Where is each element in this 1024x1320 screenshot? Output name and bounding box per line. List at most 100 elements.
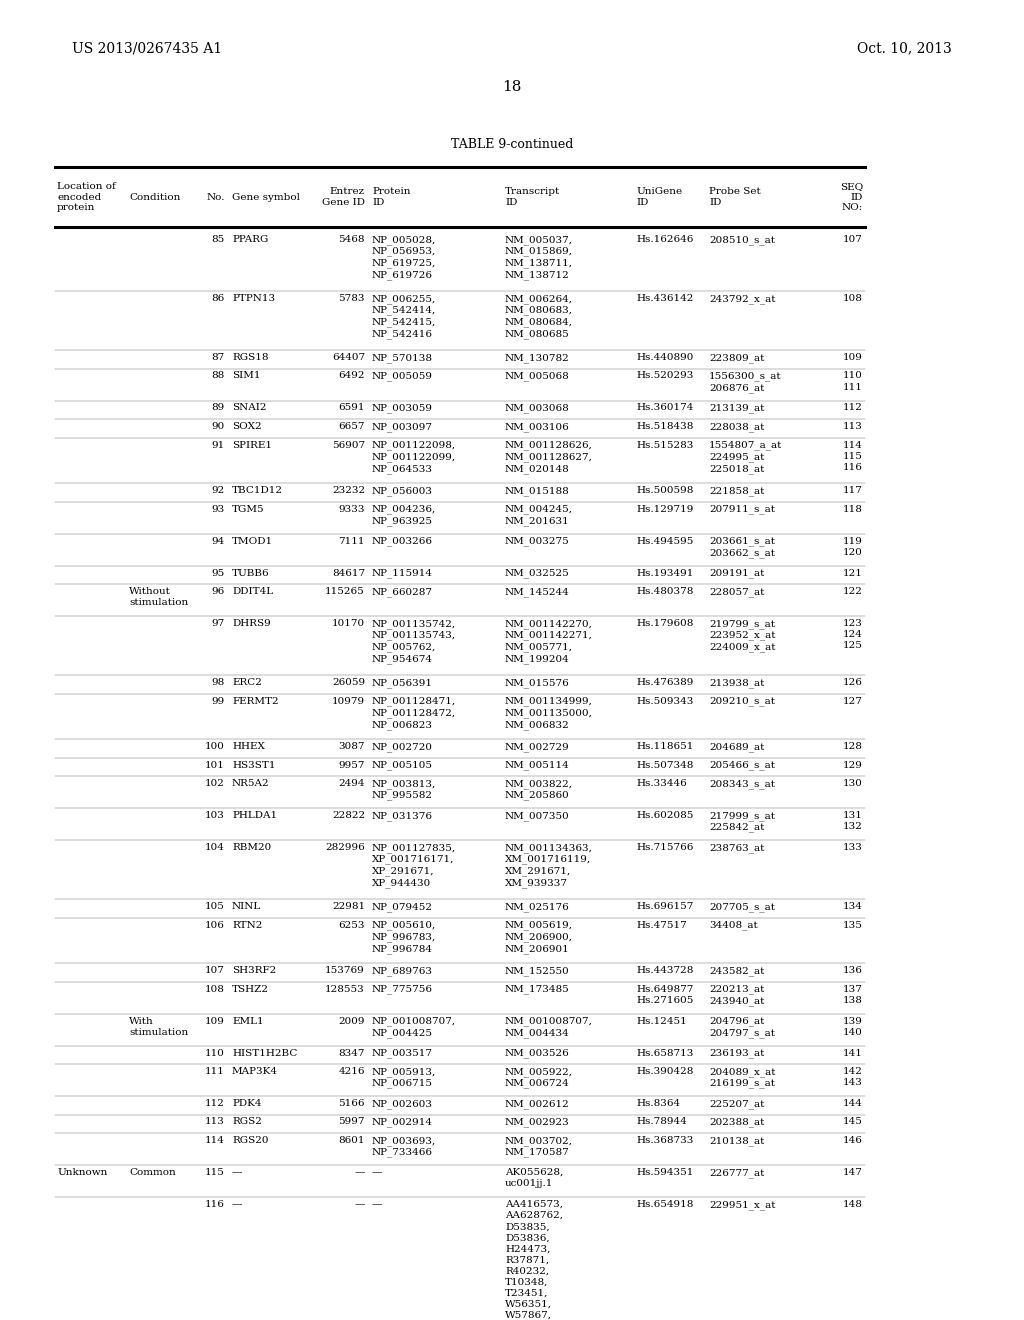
Text: Without
stimulation: Without stimulation xyxy=(129,587,188,607)
Text: 84617: 84617 xyxy=(332,569,365,578)
Text: NM_003702,
NM_170587: NM_003702, NM_170587 xyxy=(505,1137,573,1158)
Text: 5783: 5783 xyxy=(339,294,365,304)
Text: Location of
encoded
protein: Location of encoded protein xyxy=(57,182,116,213)
Text: 223809_at: 223809_at xyxy=(709,352,764,363)
Text: NP_056391: NP_056391 xyxy=(372,678,433,688)
Text: NM_001008707,
NM_004434: NM_001008707, NM_004434 xyxy=(505,1016,593,1038)
Text: Hs.440890: Hs.440890 xyxy=(636,352,693,362)
Text: 113: 113 xyxy=(205,1118,225,1126)
Text: NP_031376: NP_031376 xyxy=(372,810,433,821)
Text: 121: 121 xyxy=(843,569,863,578)
Text: NP_056003: NP_056003 xyxy=(372,486,433,496)
Text: 89: 89 xyxy=(212,404,225,412)
Text: 97: 97 xyxy=(212,619,225,628)
Text: NM_003822,
NM_205860: NM_003822, NM_205860 xyxy=(505,779,573,800)
Text: HIST1H2BC: HIST1H2BC xyxy=(232,1048,297,1057)
Text: NP_079452: NP_079452 xyxy=(372,902,433,912)
Text: 112: 112 xyxy=(843,404,863,412)
Text: 133: 133 xyxy=(843,843,863,851)
Text: Transcript
ID: Transcript ID xyxy=(505,187,560,207)
Text: 144: 144 xyxy=(843,1100,863,1107)
Text: TABLE 9-continued: TABLE 9-continued xyxy=(451,139,573,152)
Text: NP_001135742,
NP_001135743,
NP_005762,
NP_954674: NP_001135742, NP_001135743, NP_005762, N… xyxy=(372,619,456,664)
Text: 10170: 10170 xyxy=(332,619,365,628)
Text: 207705_s_at: 207705_s_at xyxy=(709,902,775,912)
Text: NP_003813,
NP_995582: NP_003813, NP_995582 xyxy=(372,779,436,800)
Text: 8601: 8601 xyxy=(339,1137,365,1144)
Text: 18: 18 xyxy=(503,81,521,94)
Text: TSHZ2: TSHZ2 xyxy=(232,985,269,994)
Text: Hs.500598: Hs.500598 xyxy=(636,486,693,495)
Text: TBC1D12: TBC1D12 xyxy=(232,486,283,495)
Text: 8347: 8347 xyxy=(339,1048,365,1057)
Text: —: — xyxy=(372,1168,382,1177)
Text: 207911_s_at: 207911_s_at xyxy=(709,504,775,515)
Text: 105: 105 xyxy=(205,902,225,911)
Text: NM_003068: NM_003068 xyxy=(505,404,569,413)
Text: NP_003059: NP_003059 xyxy=(372,404,433,413)
Text: 204089_x_at
216199_s_at: 204089_x_at 216199_s_at xyxy=(709,1067,775,1089)
Text: Hs.509343: Hs.509343 xyxy=(636,697,693,705)
Text: 208343_s_at: 208343_s_at xyxy=(709,779,775,788)
Text: 6253: 6253 xyxy=(339,920,365,929)
Text: 1554807_a_at
224995_at
225018_at: 1554807_a_at 224995_at 225018_at xyxy=(709,441,782,474)
Text: 5468: 5468 xyxy=(339,235,365,244)
Text: 153769: 153769 xyxy=(326,966,365,975)
Text: 113: 113 xyxy=(843,422,863,432)
Text: 109: 109 xyxy=(843,352,863,362)
Text: 88: 88 xyxy=(212,371,225,380)
Text: 136: 136 xyxy=(843,966,863,975)
Text: TUBB6: TUBB6 xyxy=(232,569,269,578)
Text: 98: 98 xyxy=(212,678,225,686)
Text: 95: 95 xyxy=(212,569,225,578)
Text: NM_003275: NM_003275 xyxy=(505,536,569,546)
Text: 228038_at: 228038_at xyxy=(709,422,764,432)
Text: 92: 92 xyxy=(212,486,225,495)
Text: 4216: 4216 xyxy=(339,1067,365,1076)
Text: NM_001134363,
XM_001716119,
XM_291671,
XM_939337: NM_001134363, XM_001716119, XM_291671, X… xyxy=(505,843,593,888)
Text: EML1: EML1 xyxy=(232,1016,263,1026)
Text: 134: 134 xyxy=(843,902,863,911)
Text: Hs.33446: Hs.33446 xyxy=(636,779,687,788)
Text: US 2013/0267435 A1: US 2013/0267435 A1 xyxy=(72,41,222,55)
Text: NP_003097: NP_003097 xyxy=(372,422,433,432)
Text: 213938_at: 213938_at xyxy=(709,678,764,688)
Text: 209210_s_at: 209210_s_at xyxy=(709,697,775,706)
Text: 204689_at: 204689_at xyxy=(709,742,764,751)
Text: Hs.594351: Hs.594351 xyxy=(636,1168,693,1177)
Text: NM_002729: NM_002729 xyxy=(505,742,569,751)
Text: 2494: 2494 xyxy=(339,779,365,788)
Text: 87: 87 xyxy=(212,352,225,362)
Text: 204796_at
204797_s_at: 204796_at 204797_s_at xyxy=(709,1016,775,1038)
Text: NM_130782: NM_130782 xyxy=(505,352,569,363)
Text: Hs.179608: Hs.179608 xyxy=(636,619,693,628)
Text: 142
143: 142 143 xyxy=(843,1067,863,1088)
Text: TMOD1: TMOD1 xyxy=(232,536,273,545)
Text: NP_005913,
NP_006715: NP_005913, NP_006715 xyxy=(372,1067,436,1089)
Text: NM_003526: NM_003526 xyxy=(505,1048,569,1059)
Text: Hs.193491: Hs.193491 xyxy=(636,569,693,578)
Text: NM_001142270,
NM_001142271,
NM_005771,
NM_199204: NM_001142270, NM_001142271, NM_005771, N… xyxy=(505,619,593,664)
Text: 128553: 128553 xyxy=(326,985,365,994)
Text: NM_005068: NM_005068 xyxy=(505,371,569,381)
Text: 210138_at: 210138_at xyxy=(709,1137,764,1146)
Text: 22981: 22981 xyxy=(332,902,365,911)
Text: 112: 112 xyxy=(205,1100,225,1107)
Text: 145: 145 xyxy=(843,1118,863,1126)
Text: Hs.118651: Hs.118651 xyxy=(636,742,693,751)
Text: Hs.162646: Hs.162646 xyxy=(636,235,693,244)
Text: 108: 108 xyxy=(843,294,863,304)
Text: 282996: 282996 xyxy=(326,843,365,851)
Text: RBM20: RBM20 xyxy=(232,843,271,851)
Text: NP_002720: NP_002720 xyxy=(372,742,433,751)
Text: TGM5: TGM5 xyxy=(232,504,264,513)
Text: 126: 126 xyxy=(843,678,863,686)
Text: Hs.518438: Hs.518438 xyxy=(636,422,693,432)
Text: Hs.129719: Hs.129719 xyxy=(636,504,693,513)
Text: Hs.520293: Hs.520293 xyxy=(636,371,693,380)
Text: 101: 101 xyxy=(205,760,225,770)
Text: NM_145244: NM_145244 xyxy=(505,587,569,597)
Text: NP_001008707,
NP_004425: NP_001008707, NP_004425 xyxy=(372,1016,456,1038)
Text: 5997: 5997 xyxy=(339,1118,365,1126)
Text: 22822: 22822 xyxy=(332,810,365,820)
